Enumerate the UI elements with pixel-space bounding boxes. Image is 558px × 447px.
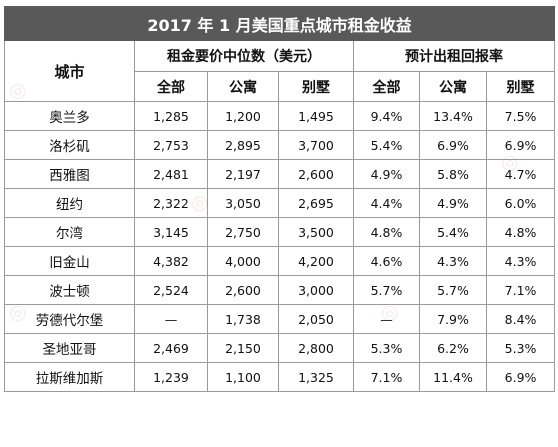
yield-house-cell: 7.5%: [485, 101, 556, 131]
city-cell: 洛杉矶: [4, 130, 135, 160]
table-body: 奥兰多 1,285 1,200 1,495 9.4% 13.4% 7.5% 洛杉矶 2,753 2…: [4, 101, 556, 392]
yield-house-cell: 4.7%: [485, 159, 556, 189]
rent-all-cell: —: [134, 304, 208, 334]
rent-apartment-cell: 2,600: [207, 275, 279, 305]
table-row: 旧金山 4,382 4,000 4,200 4.6% 4.3% 4.3%: [4, 246, 556, 276]
yield-all-cell: —: [353, 304, 420, 334]
yield-apartment-cell: 13.4%: [419, 101, 487, 131]
rent-house-cell: 1,495: [278, 101, 354, 131]
rent-house-cell: 3,000: [278, 275, 354, 305]
rent-group-header: 租金要价中位数（美元）: [134, 40, 354, 72]
rent-apartment-cell: 2,197: [207, 159, 279, 189]
table-row: 西雅图 2,481 2,197 2,600 4.9% 5.8% 4.7%: [4, 159, 556, 189]
yield-house-cell: 7.1%: [485, 275, 556, 305]
rent-apartment-cell: 1,200: [207, 101, 279, 131]
yield-apartment-cell: 4.9%: [419, 188, 487, 218]
sub-header-yield-house: 别墅: [485, 71, 556, 102]
rent-all-cell: 2,753: [134, 130, 208, 160]
city-column-header: 城市: [4, 40, 135, 102]
rent-apartment-cell: 1,100: [207, 362, 279, 392]
table-row: 尔湾 3,145 2,750 3,500 4.8% 5.4% 4.8%: [4, 217, 556, 247]
yield-group-header: 预计出租回报率: [352, 40, 556, 72]
rent-all-cell: 3,145: [134, 217, 208, 247]
sub-header-yield-all: 全部: [353, 71, 420, 102]
rent-house-cell: 3,700: [278, 130, 354, 160]
table-row: 波士顿 2,524 2,600 3,000 5.7% 5.7% 7.1%: [4, 275, 556, 305]
city-cell: 尔湾: [4, 217, 135, 247]
yield-apartment-cell: 6.2%: [419, 333, 487, 363]
table-row: 拉斯维加斯 1,239 1,100 1,325 7.1% 11.4% 6.9%: [4, 362, 556, 392]
yield-apartment-cell: 5.7%: [419, 275, 487, 305]
table-row: 奥兰多 1,285 1,200 1,495 9.4% 13.4% 7.5%: [4, 101, 556, 131]
rent-apartment-cell: 2,895: [207, 130, 279, 160]
yield-all-cell: 4.4%: [353, 188, 420, 218]
city-cell: 旧金山: [4, 246, 135, 276]
rent-house-cell: 2,695: [278, 188, 354, 218]
yield-house-cell: 4.8%: [485, 217, 556, 247]
yield-apartment-cell: 5.8%: [419, 159, 487, 189]
rent-apartment-cell: 4,000: [207, 246, 279, 276]
sub-header-rent-all: 全部: [134, 71, 208, 102]
city-cell: 波士顿: [4, 275, 135, 305]
rent-house-cell: 1,325: [278, 362, 354, 392]
rent-all-cell: 2,524: [134, 275, 208, 305]
rent-house-cell: 4,200: [278, 246, 354, 276]
yield-apartment-cell: 11.4%: [419, 362, 487, 392]
yield-apartment-cell: 6.9%: [419, 130, 487, 160]
yield-all-cell: 9.4%: [353, 101, 420, 131]
table-row: 洛杉矶 2,753 2,895 3,700 5.4% 6.9% 6.9%: [4, 130, 556, 160]
yield-all-cell: 5.4%: [353, 130, 420, 160]
yield-apartment-cell: 7.9%: [419, 304, 487, 334]
rent-all-cell: 2,322: [134, 188, 208, 218]
yield-all-cell: 5.3%: [353, 333, 420, 363]
rent-all-cell: 2,469: [134, 333, 208, 363]
city-cell: 圣地亚哥: [4, 333, 135, 363]
city-cell: 奥兰多: [4, 101, 135, 131]
city-cell: 拉斯维加斯: [4, 362, 135, 392]
rent-apartment-cell: 3,050: [207, 188, 279, 218]
yield-house-cell: 6.0%: [485, 188, 556, 218]
rent-all-cell: 4,382: [134, 246, 208, 276]
table-title: 2017 年 1 月美国重点城市租金收益: [3, 6, 556, 41]
yield-all-cell: 7.1%: [353, 362, 420, 392]
table-row: 劳德代尔堡 —1,738 2,050—7.9% 8.4%: [4, 304, 556, 334]
rent-apartment-cell: 2,750: [207, 217, 279, 247]
yield-house-cell: 8.4%: [485, 304, 556, 334]
yield-all-cell: 5.7%: [353, 275, 420, 305]
rent-yield-table-container: 2017 年 1 月美国重点城市租金收益 城市 租金要价中位数（美元） 预计出租…: [3, 6, 556, 392]
yield-all-cell: 4.6%: [353, 246, 420, 276]
sub-header-rent-apartment: 公寓: [207, 71, 279, 102]
yield-apartment-cell: 5.4%: [419, 217, 487, 247]
rent-yield-table: 2017 年 1 月美国重点城市租金收益 城市 租金要价中位数（美元） 预计出租…: [3, 6, 556, 392]
rent-house-cell: 3,500: [278, 217, 354, 247]
yield-house-cell: 6.9%: [485, 130, 556, 160]
rent-house-cell: 2,600: [278, 159, 354, 189]
yield-apartment-cell: 4.3%: [419, 246, 487, 276]
yield-house-cell: 6.9%: [485, 362, 556, 392]
rent-all-cell: 2,481: [134, 159, 208, 189]
yield-house-cell: 5.3%: [485, 333, 556, 363]
rent-apartment-cell: 2,150: [207, 333, 279, 363]
rent-all-cell: 1,239: [134, 362, 208, 392]
city-cell: 劳德代尔堡: [4, 304, 135, 334]
table-row: 圣地亚哥 2,469 2,150 2,800 5.3% 6.2% 5.3%: [4, 333, 556, 363]
rent-all-cell: 1,285: [134, 101, 208, 131]
yield-all-cell: 4.9%: [353, 159, 420, 189]
rent-apartment-cell: 1,738: [207, 304, 279, 334]
city-cell: 纽约: [4, 188, 135, 218]
sub-header-rent-house: 别墅: [278, 71, 354, 102]
yield-all-cell: 4.8%: [353, 217, 420, 247]
rent-house-cell: 2,800: [278, 333, 354, 363]
table-row: 纽约 2,322 3,050 2,695 4.4% 4.9% 6.0%: [4, 188, 556, 218]
yield-house-cell: 4.3%: [485, 246, 556, 276]
rent-house-cell: 2,050: [278, 304, 354, 334]
sub-header-yield-apartment: 公寓: [419, 71, 487, 102]
city-cell: 西雅图: [4, 159, 135, 189]
